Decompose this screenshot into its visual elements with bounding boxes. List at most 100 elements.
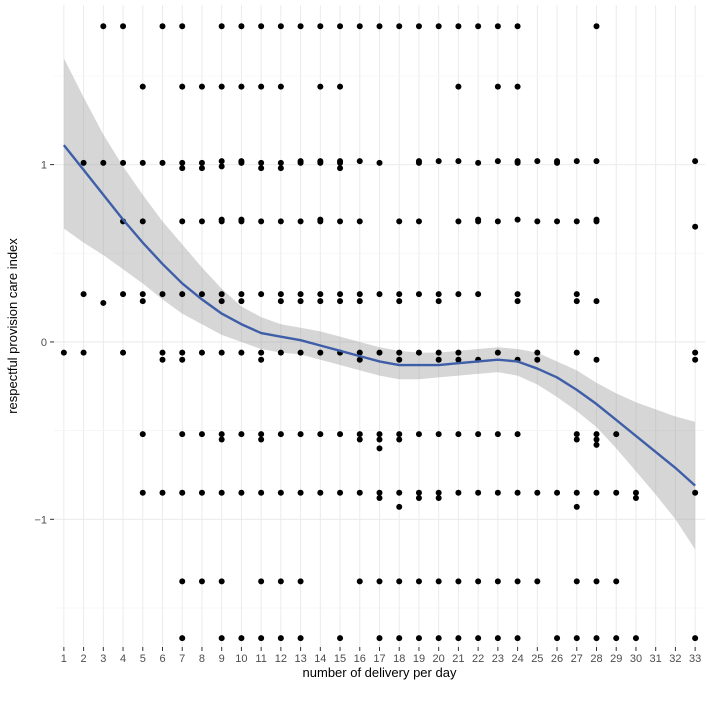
y-axis: −1 0 1 xyxy=(34,160,54,526)
data-point xyxy=(593,436,600,443)
data-point xyxy=(179,431,186,438)
data-points xyxy=(60,23,699,642)
data-point xyxy=(120,349,127,356)
data-point xyxy=(415,159,422,166)
data-point xyxy=(297,218,304,225)
data-point xyxy=(632,495,639,502)
data-point xyxy=(435,495,442,502)
x-tick-label: 13 xyxy=(294,653,306,665)
data-point xyxy=(415,431,422,438)
data-point xyxy=(356,349,363,356)
data-point xyxy=(80,349,87,356)
data-point xyxy=(573,436,580,443)
data-point xyxy=(593,578,600,585)
data-point xyxy=(435,431,442,438)
data-point xyxy=(356,23,363,30)
x-tick-label: 22 xyxy=(472,653,484,665)
data-point xyxy=(435,635,442,642)
data-point xyxy=(415,635,422,642)
data-point xyxy=(573,489,580,496)
data-point xyxy=(593,441,600,448)
data-point xyxy=(297,291,304,298)
data-point xyxy=(396,578,403,585)
data-point xyxy=(337,165,344,172)
data-point xyxy=(179,165,186,172)
data-point xyxy=(514,83,521,90)
data-point xyxy=(317,159,324,166)
data-point xyxy=(258,635,265,642)
data-point xyxy=(198,431,205,438)
data-point xyxy=(337,23,344,30)
data-point xyxy=(435,291,442,298)
data-point xyxy=(692,356,699,363)
data-point xyxy=(297,578,304,585)
data-point xyxy=(159,291,166,298)
data-point xyxy=(238,159,245,166)
data-point xyxy=(475,291,482,298)
data-point xyxy=(218,23,225,30)
confidence-band-layer xyxy=(63,58,696,550)
data-point xyxy=(218,158,225,165)
data-point xyxy=(159,159,166,166)
data-point xyxy=(297,349,304,356)
data-point xyxy=(218,218,225,225)
data-point xyxy=(80,291,87,298)
data-point xyxy=(632,635,639,642)
data-point xyxy=(198,489,205,496)
data-point xyxy=(376,578,383,585)
data-point xyxy=(337,83,344,90)
data-point xyxy=(415,349,422,356)
x-tick-label: 23 xyxy=(492,653,504,665)
data-point xyxy=(455,23,462,30)
data-point xyxy=(317,298,324,305)
data-point xyxy=(317,489,324,496)
data-point xyxy=(159,23,166,30)
data-point xyxy=(376,159,383,166)
data-point xyxy=(179,23,186,30)
data-point xyxy=(534,158,541,165)
x-tick-label: 14 xyxy=(314,653,326,665)
data-point xyxy=(100,23,107,30)
data-point xyxy=(179,218,186,225)
data-point xyxy=(159,356,166,363)
y-tick-label: 1 xyxy=(41,160,47,172)
data-point xyxy=(179,159,186,166)
data-point xyxy=(554,159,561,166)
data-point xyxy=(198,159,205,166)
x-tick-label: 11 xyxy=(255,653,266,665)
data-point xyxy=(258,291,265,298)
data-point xyxy=(376,23,383,30)
data-point xyxy=(514,159,521,166)
data-point xyxy=(356,298,363,305)
data-point xyxy=(573,578,580,585)
data-point xyxy=(179,349,186,356)
x-tick-label: 7 xyxy=(179,653,185,665)
data-point xyxy=(218,436,225,443)
data-point xyxy=(297,159,304,166)
data-point xyxy=(455,489,462,496)
data-point xyxy=(554,635,561,642)
data-point xyxy=(475,431,482,438)
data-point xyxy=(396,436,403,443)
data-point xyxy=(593,635,600,642)
data-point xyxy=(534,578,541,585)
data-point xyxy=(475,218,482,225)
data-point xyxy=(573,431,580,438)
data-point xyxy=(100,299,107,306)
data-point xyxy=(120,291,127,298)
data-point xyxy=(415,578,422,585)
data-point xyxy=(297,489,304,496)
data-point xyxy=(120,159,127,166)
data-point xyxy=(455,349,462,356)
data-point xyxy=(494,83,501,90)
data-point xyxy=(238,431,245,438)
smooth-line-layer xyxy=(62,144,696,487)
data-point xyxy=(494,23,501,30)
data-point xyxy=(258,489,265,496)
data-point xyxy=(277,23,284,30)
x-tick-label: 25 xyxy=(531,653,543,665)
data-point xyxy=(198,83,205,90)
data-point xyxy=(317,83,324,90)
data-point xyxy=(198,349,205,356)
data-point xyxy=(297,298,304,305)
